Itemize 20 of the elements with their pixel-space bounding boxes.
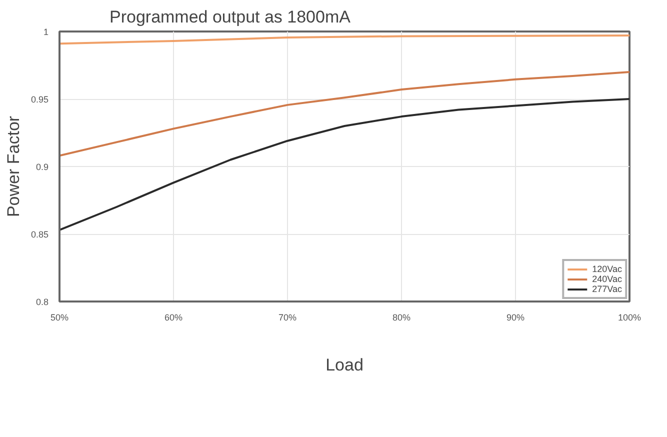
- line-series: [60, 71, 630, 157]
- y-tick-label: 0.8: [36, 297, 49, 307]
- x-tick-label: 60%: [164, 312, 183, 322]
- x-axis-title: Load: [326, 356, 364, 374]
- legend-label: 120Vac: [592, 264, 622, 274]
- y-tick-label: 1: [43, 27, 49, 37]
- x-tick-label: 100%: [618, 312, 642, 322]
- x-tick-label: 50%: [50, 312, 69, 322]
- chart-title: Programmed output as 1800mA: [110, 8, 352, 26]
- y-tick-label: 0.9: [36, 162, 49, 172]
- legend-label: 240Vac: [592, 274, 622, 284]
- x-tick-label: 80%: [392, 312, 411, 322]
- y-axis-title: Power Factor: [4, 116, 23, 218]
- y-tick-label: 0.85: [30, 230, 49, 240]
- x-tick-label: 70%: [278, 312, 297, 322]
- y-tick-label: 0.95: [30, 94, 49, 104]
- line-series: [60, 98, 630, 231]
- line-series: [60, 34, 630, 45]
- legend-label: 277Vac: [592, 284, 622, 294]
- x-tick-label: 90%: [506, 312, 525, 322]
